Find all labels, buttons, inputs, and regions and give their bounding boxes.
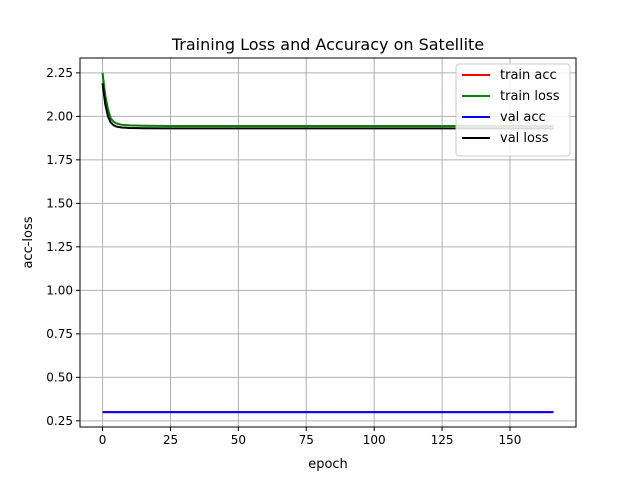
legend-box [455,63,571,157]
legend-label: val loss [500,131,549,146]
x-axis-label: epoch [308,457,348,472]
y-tick-label: 2.25 [46,66,73,80]
series-lines [101,72,554,414]
grid-lines [80,58,576,427]
y-tick-label: 1.00 [46,283,73,297]
y-tick-label: 1.50 [46,196,73,210]
legend-label: train loss [500,89,560,104]
legend-label: val acc [500,110,546,125]
series-line-train-loss [101,72,554,127]
chart-title: Training Loss and Accuracy on Satellite [171,35,484,54]
x-tick-label: 50 [231,433,246,447]
y-tick-label: 0.75 [46,327,73,341]
axis-ticks: 0 25 50 75 100 125 150 0.25 0.50 0.75 1.00 1.25 1.50… [46,66,521,447]
y-tick-label: 0.25 [46,414,73,428]
y-tick-label: 2.00 [46,109,73,123]
y-tick-label: 1.75 [46,153,73,167]
series-line-val-loss [101,83,554,130]
legend-label: train acc [500,68,557,83]
x-tick-label: 100 [363,433,386,447]
plot-area-frame [79,57,577,428]
legend: train acc train loss val acc val loss [455,63,571,157]
y-tick-label: 1.25 [46,240,73,254]
x-tick-label: 125 [431,433,454,447]
x-tick-label: 25 [163,433,178,447]
x-tick-label: 75 [299,433,314,447]
x-tick-label: 0 [99,433,107,447]
x-tick-label: 150 [499,433,522,447]
y-tick-label: 0.50 [46,370,73,384]
y-axis-label: acc-loss [21,216,36,268]
